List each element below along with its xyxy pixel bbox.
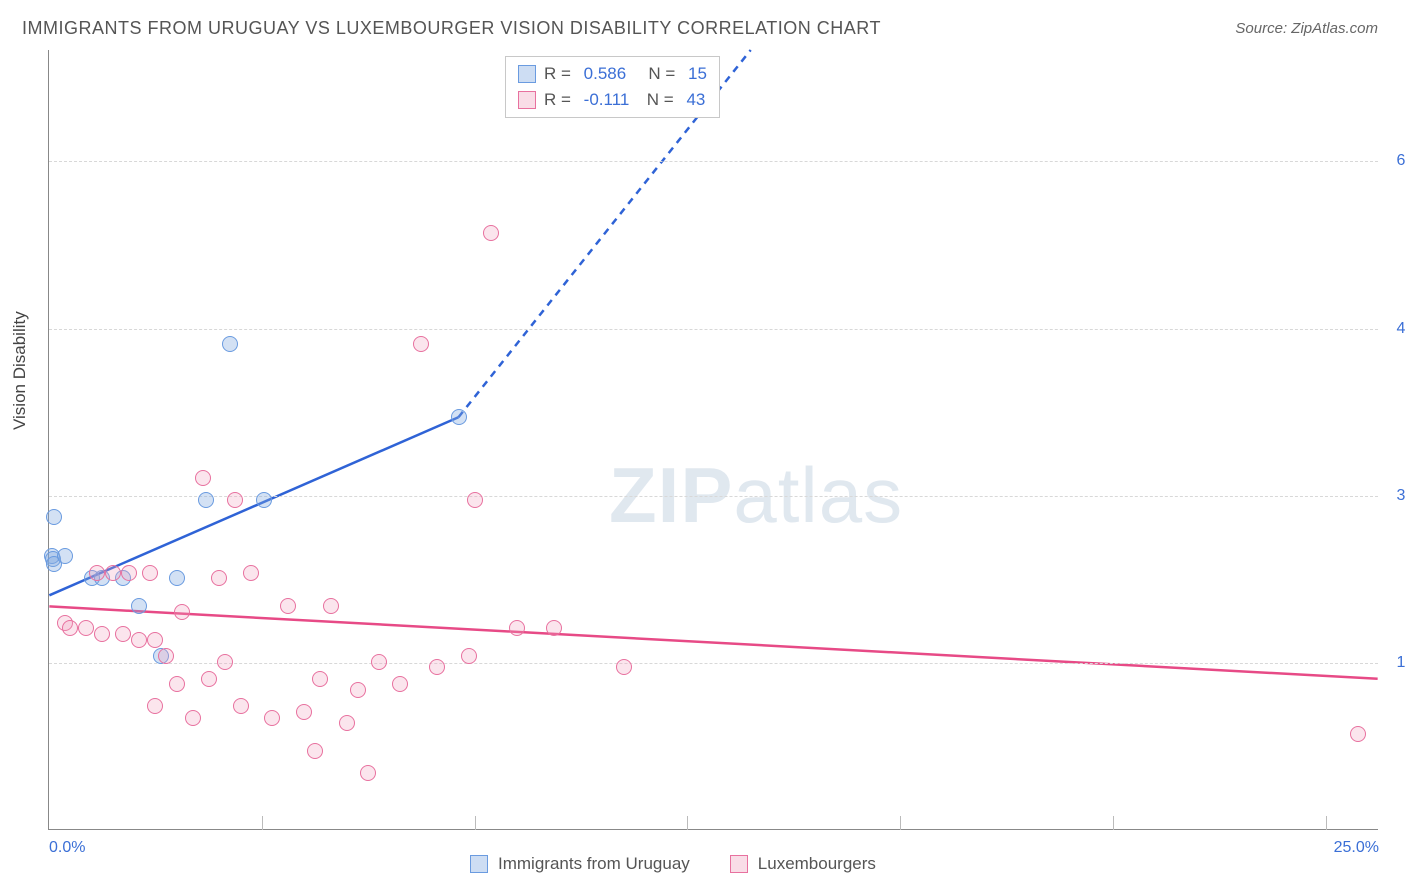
- legend-swatch: [518, 65, 536, 83]
- x-tick-label: 25.0%: [1334, 839, 1379, 857]
- series-legend-item: Luxembourgers: [730, 854, 876, 874]
- y-tick-label: 3.0%: [1397, 487, 1406, 505]
- data-point-luxembourg: [483, 225, 499, 241]
- data-point-luxembourg: [78, 620, 94, 636]
- data-point-uruguay: [131, 598, 147, 614]
- data-point-luxembourg: [131, 632, 147, 648]
- legend-swatch: [518, 91, 536, 109]
- data-point-luxembourg: [158, 648, 174, 664]
- data-point-luxembourg: [429, 659, 445, 675]
- data-point-uruguay: [451, 409, 467, 425]
- data-point-luxembourg: [147, 698, 163, 714]
- correlation-legend-row: R = -0.111 N = 43: [518, 87, 707, 113]
- legend-swatch: [470, 855, 488, 873]
- data-point-luxembourg: [461, 648, 477, 664]
- data-point-uruguay: [57, 548, 73, 564]
- data-point-luxembourg: [371, 654, 387, 670]
- y-tick-label: 6.0%: [1397, 152, 1406, 170]
- legend-r-value: -0.111: [584, 90, 630, 110]
- data-point-luxembourg: [616, 659, 632, 675]
- gridline-vertical: [1113, 816, 1114, 830]
- data-point-luxembourg: [115, 626, 131, 642]
- data-point-luxembourg: [142, 565, 158, 581]
- data-point-luxembourg: [312, 671, 328, 687]
- data-point-luxembourg: [185, 710, 201, 726]
- data-point-luxembourg: [195, 470, 211, 486]
- regression-line: [49, 606, 1377, 678]
- data-point-luxembourg: [509, 620, 525, 636]
- data-point-luxembourg: [350, 682, 366, 698]
- gridline-vertical: [475, 816, 476, 830]
- chart-title: IMMIGRANTS FROM URUGUAY VS LUXEMBOURGER …: [22, 18, 881, 39]
- data-point-luxembourg: [211, 570, 227, 586]
- gridline-vertical: [900, 816, 901, 830]
- data-point-luxembourg: [467, 492, 483, 508]
- legend-n-value: 15: [688, 64, 707, 84]
- gridline-vertical: [262, 816, 263, 830]
- gridline-horizontal: [49, 496, 1378, 497]
- source-attribution: Source: ZipAtlas.com: [1235, 20, 1378, 37]
- y-tick-label: 4.5%: [1397, 320, 1406, 338]
- series-legend-label: Immigrants from Uruguay: [498, 854, 690, 874]
- series-legend-item: Immigrants from Uruguay: [470, 854, 690, 874]
- data-point-luxembourg: [264, 710, 280, 726]
- data-point-luxembourg: [413, 336, 429, 352]
- gridline-horizontal: [49, 161, 1378, 162]
- correlation-legend: R = 0.586 N = 15R = -0.111 N = 43: [505, 56, 720, 118]
- series-legend-label: Luxembourgers: [758, 854, 876, 874]
- source-prefix: Source:: [1235, 20, 1291, 37]
- gridline-horizontal: [49, 663, 1378, 664]
- data-point-luxembourg: [392, 676, 408, 692]
- data-point-luxembourg: [280, 598, 296, 614]
- data-point-luxembourg: [1350, 726, 1366, 742]
- data-point-luxembourg: [233, 698, 249, 714]
- data-point-luxembourg: [94, 626, 110, 642]
- gridline-vertical: [1326, 816, 1327, 830]
- data-point-luxembourg: [174, 604, 190, 620]
- legend-swatch: [730, 855, 748, 873]
- source-name: ZipAtlas.com: [1291, 20, 1378, 37]
- data-point-luxembourg: [217, 654, 233, 670]
- data-point-luxembourg: [121, 565, 137, 581]
- data-point-luxembourg: [243, 565, 259, 581]
- data-point-luxembourg: [339, 715, 355, 731]
- y-axis-label: Vision Disability: [10, 311, 30, 430]
- data-point-luxembourg: [169, 676, 185, 692]
- data-point-uruguay: [169, 570, 185, 586]
- data-point-luxembourg: [307, 743, 323, 759]
- legend-r-label: R =: [544, 90, 576, 110]
- gridline-horizontal: [49, 329, 1378, 330]
- data-point-luxembourg: [105, 565, 121, 581]
- correlation-legend-row: R = 0.586 N = 15: [518, 61, 707, 87]
- data-point-uruguay: [198, 492, 214, 508]
- data-point-luxembourg: [227, 492, 243, 508]
- data-point-uruguay: [256, 492, 272, 508]
- data-point-luxembourg: [323, 598, 339, 614]
- y-tick-label: 1.5%: [1397, 654, 1406, 672]
- data-point-luxembourg: [62, 620, 78, 636]
- data-point-uruguay: [222, 336, 238, 352]
- data-point-luxembourg: [147, 632, 163, 648]
- plot-area: ZIPatlas 1.5%3.0%4.5%6.0%0.0%25.0%: [48, 50, 1378, 830]
- legend-r-label: R =: [544, 64, 576, 84]
- data-point-luxembourg: [360, 765, 376, 781]
- x-tick-label: 0.0%: [49, 839, 85, 857]
- data-point-luxembourg: [201, 671, 217, 687]
- legend-n-value: 43: [686, 90, 705, 110]
- regression-lines-layer: [49, 50, 1378, 829]
- data-point-luxembourg: [546, 620, 562, 636]
- data-point-uruguay: [46, 509, 62, 525]
- data-point-luxembourg: [89, 565, 105, 581]
- legend-r-value: 0.586: [584, 64, 627, 84]
- legend-n-label: N =: [634, 64, 680, 84]
- series-legend: Immigrants from Uruguay Luxembourgers: [470, 854, 876, 874]
- legend-n-label: N =: [637, 90, 678, 110]
- gridline-vertical: [687, 816, 688, 830]
- data-point-luxembourg: [296, 704, 312, 720]
